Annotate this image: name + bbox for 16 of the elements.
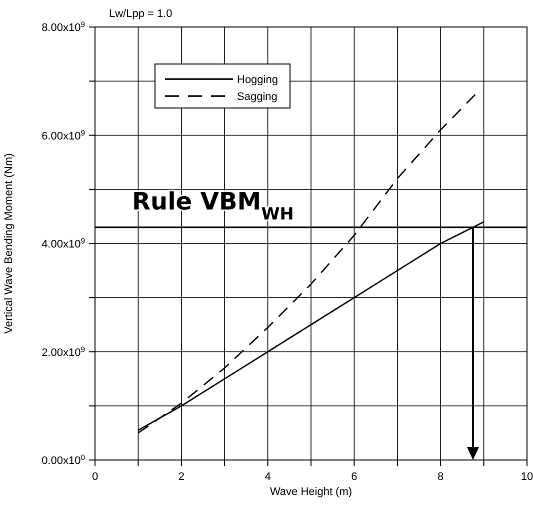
x-tick-label: 2 — [178, 471, 184, 483]
x-tick-label: 6 — [351, 471, 358, 483]
x-tick-label: 8 — [438, 471, 444, 483]
y-tick-label: 8.00x10$^{9}$ — [42, 20, 85, 34]
x-tick-label: 4 — [264, 471, 271, 483]
y-axis-title: Vertical Wave Bending Moment (Nm) — [3, 153, 15, 334]
y-tick-label: 4.00x10$^{9}$ — [42, 236, 85, 250]
chart-title: Lw/Lpp = 1.0 — [109, 8, 172, 20]
x-tick-label: 0 — [92, 471, 98, 483]
y-tick-label: 0.00x10$^{0}$ — [42, 452, 85, 467]
y-tick-label: 6.00x10$^{9}$ — [42, 128, 85, 142]
legend-label: Sagging — [237, 91, 278, 103]
legend-label: Hogging — [237, 74, 278, 86]
x-tick-label: 10 — [520, 471, 533, 483]
y-tick-label: 2.00x10$^{9}$ — [42, 344, 85, 359]
x-axis-title: Wave Height (m) — [270, 486, 352, 498]
